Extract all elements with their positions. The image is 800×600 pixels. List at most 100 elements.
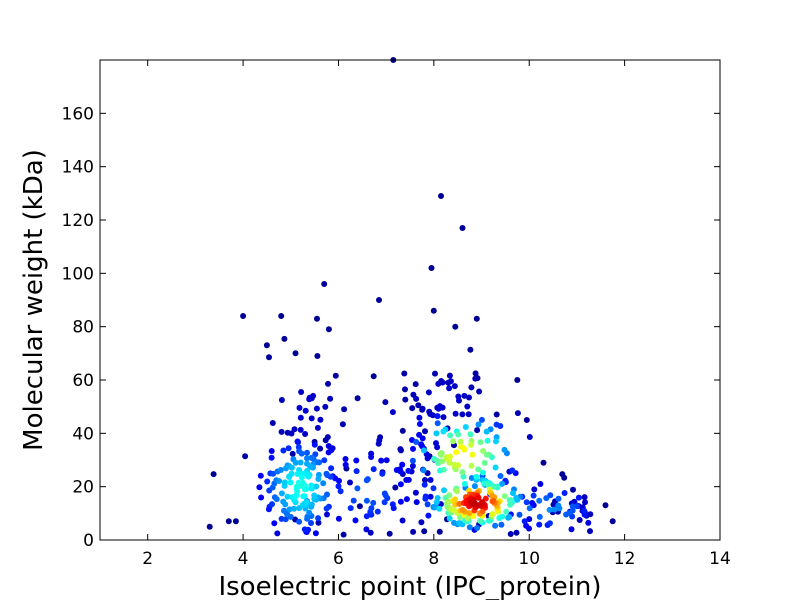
data-point	[416, 421, 423, 427]
data-point	[278, 428, 285, 435]
data-point	[280, 447, 287, 454]
data-point	[281, 335, 288, 342]
data-point	[399, 461, 406, 468]
y-tick-label: 60	[72, 371, 94, 391]
data-point	[354, 485, 361, 492]
data-point	[430, 307, 437, 314]
data-point	[307, 463, 314, 470]
data-point	[446, 385, 453, 392]
data-point	[433, 440, 439, 447]
data-point	[471, 499, 478, 506]
data-point	[298, 474, 305, 481]
data-point	[483, 428, 490, 435]
y-tick-label: 80	[72, 318, 94, 338]
data-point	[479, 469, 486, 476]
y-tick-label: 20	[72, 478, 94, 498]
data-point	[263, 342, 270, 349]
data-point	[399, 427, 406, 434]
data-point	[602, 502, 609, 509]
data-point	[378, 457, 385, 464]
data-point	[301, 526, 308, 533]
data-point	[302, 431, 309, 437]
data-point	[282, 501, 289, 508]
data-point	[323, 470, 330, 477]
y-tick-label: 0	[83, 531, 94, 551]
data-point	[405, 467, 412, 474]
data-point	[311, 441, 318, 448]
data-point	[581, 494, 588, 501]
data-point	[413, 439, 420, 445]
data-point	[308, 520, 314, 526]
data-point	[475, 494, 482, 501]
data-point	[288, 470, 295, 477]
data-point	[484, 437, 491, 444]
data-point	[476, 388, 483, 395]
data-point	[485, 482, 492, 488]
data-point	[477, 439, 484, 446]
data-point	[339, 421, 346, 428]
data-point	[466, 510, 473, 517]
data-point	[412, 381, 419, 388]
data-point	[471, 483, 478, 490]
data-point	[420, 447, 427, 454]
data-point	[498, 521, 505, 528]
x-tick-label: 8	[428, 549, 439, 569]
data-point	[315, 515, 322, 522]
data-point	[350, 497, 357, 504]
data-point	[474, 525, 481, 531]
data-point	[405, 476, 412, 483]
data-point	[453, 449, 460, 456]
data-point	[269, 420, 276, 426]
data-point	[292, 350, 299, 357]
data-point	[278, 490, 285, 497]
data-point	[415, 402, 422, 409]
data-point	[294, 438, 301, 445]
data-point	[288, 464, 295, 471]
data-point	[297, 426, 304, 433]
data-point	[468, 384, 475, 391]
data-point	[328, 465, 335, 472]
data-point	[427, 493, 434, 500]
data-point	[425, 512, 432, 519]
data-point	[324, 434, 331, 441]
data-point	[436, 528, 443, 535]
data-point	[551, 506, 558, 513]
data-point	[473, 315, 480, 322]
data-point	[550, 501, 557, 508]
data-point	[327, 395, 334, 402]
data-point	[513, 495, 520, 501]
data-point	[434, 495, 441, 501]
data-point	[305, 473, 312, 480]
data-point	[298, 450, 305, 457]
data-point	[459, 411, 466, 418]
data-point	[468, 441, 475, 448]
data-point	[451, 519, 457, 526]
data-point	[464, 403, 471, 410]
data-point	[430, 485, 437, 492]
data-point	[467, 431, 474, 438]
data-point	[493, 411, 500, 418]
data-point	[370, 466, 377, 473]
data-point	[381, 499, 388, 506]
data-point	[264, 478, 271, 485]
data-point	[446, 453, 453, 460]
data-point	[300, 493, 307, 500]
data-point	[314, 424, 321, 431]
y-tick-label: 120	[62, 211, 94, 231]
data-point	[294, 471, 301, 477]
data-point	[308, 454, 315, 461]
data-point	[439, 379, 446, 386]
data-point	[461, 480, 468, 487]
data-point	[441, 487, 447, 494]
data-point	[335, 483, 342, 490]
y-tick-label: 40	[72, 424, 94, 444]
data-point	[438, 193, 444, 199]
data-point	[514, 410, 521, 417]
data-point	[278, 397, 285, 403]
x-tick-label: 12	[614, 549, 636, 569]
data-point	[499, 480, 506, 487]
data-point	[317, 416, 324, 423]
data-point	[341, 406, 348, 413]
data-point	[416, 414, 423, 421]
data-point	[287, 479, 294, 486]
